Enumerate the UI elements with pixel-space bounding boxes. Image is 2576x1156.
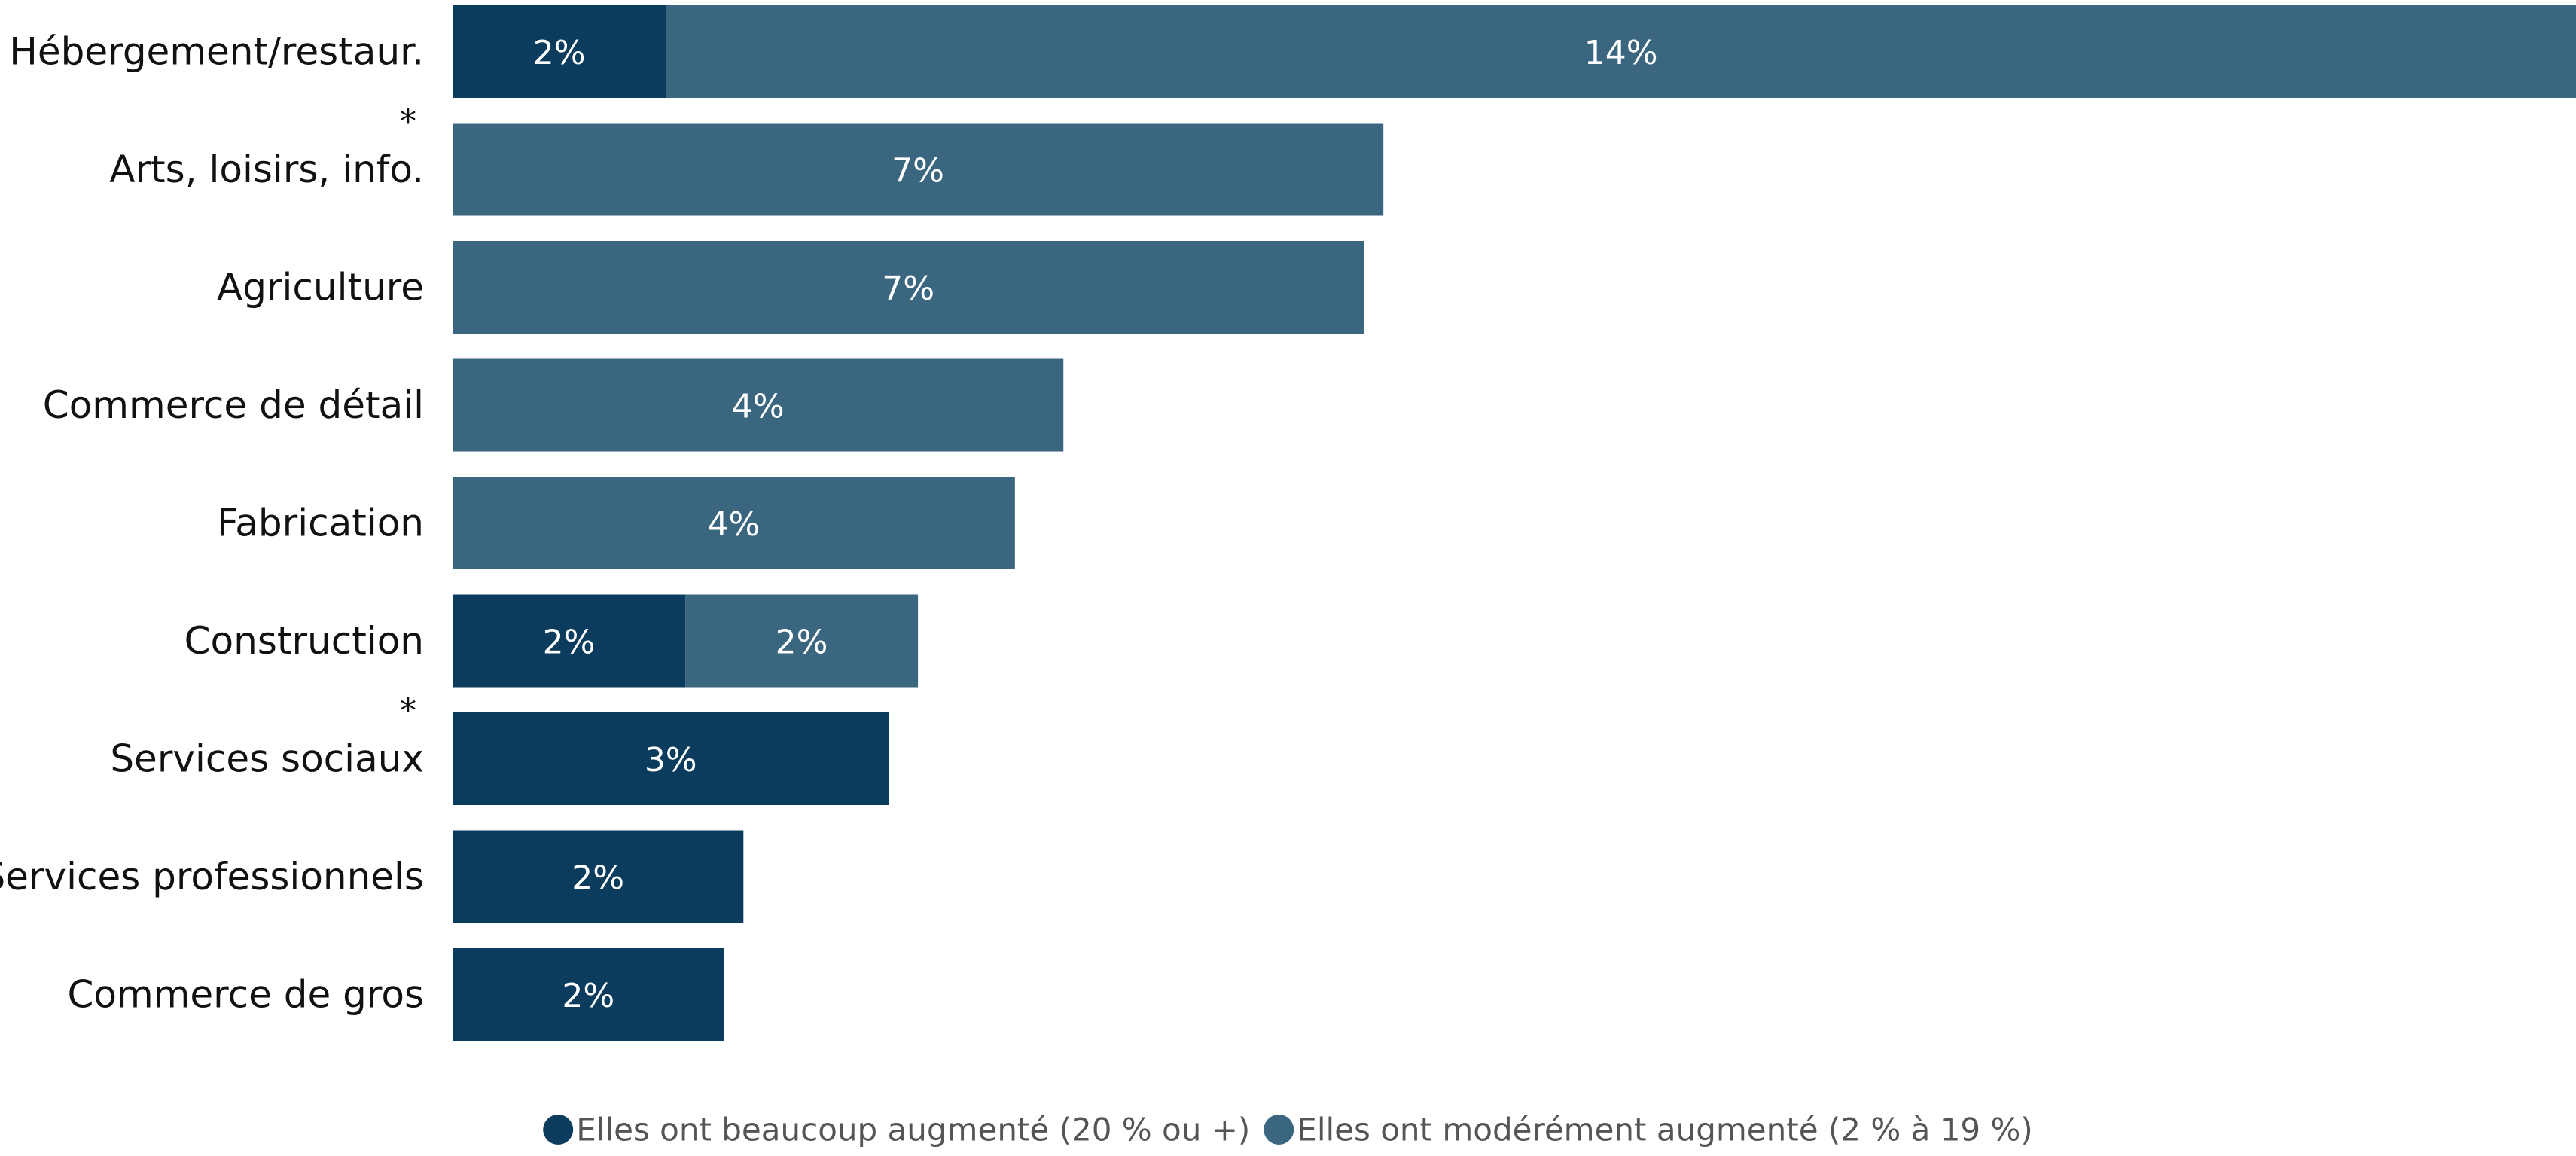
bar-value-label: 4% [708,505,761,544]
bar-value-label: 7% [892,152,944,191]
bar-segment [453,5,666,98]
bar-segment [453,712,889,805]
bar-segment [666,5,2576,98]
bar-segment [453,477,1015,569]
bar-value-label: 2% [562,977,614,1015]
legend-marker [543,1115,574,1145]
category-label: Agriculture [217,266,424,310]
bar-value-label: 2% [543,624,596,662]
category-label: Hébergement/restaur. [9,30,424,74]
category-label: Construction [184,619,424,663]
bar-segment [453,948,724,1041]
category-label: Services professionnels [0,855,424,898]
bar-value-label: 4% [732,388,785,426]
bar-segment [453,241,1364,334]
category-asterisk: * [400,692,416,731]
bar-value-label: 7% [882,270,934,308]
bar-segment [453,830,744,923]
bar-value-label: 2% [776,624,828,662]
bar-segment [685,594,919,688]
legend-marker [1264,1115,1294,1145]
category-label: Services sociaux [110,737,424,781]
bar-segment [453,594,686,688]
bar-segment [453,123,1384,216]
category-label: Commerce de détail [43,383,424,427]
category-label: Fabrication [217,502,424,545]
category-label: Arts, loisirs, info. [109,148,424,191]
legend-label: Elles ont beaucoup augmenté (20 % ou +) [576,1112,1250,1148]
legend-label: Elles ont modérément augmenté (2 % à 19 … [1297,1112,2033,1148]
bar-value-label: 3% [645,741,697,779]
bar-segment [453,358,1064,452]
category-asterisk: * [400,102,416,141]
bar-value-label: 14% [1584,34,1658,72]
category-label: Commerce de gros [67,973,424,1017]
bar-value-label: 2% [533,34,586,72]
bar-value-label: 2% [572,859,624,898]
